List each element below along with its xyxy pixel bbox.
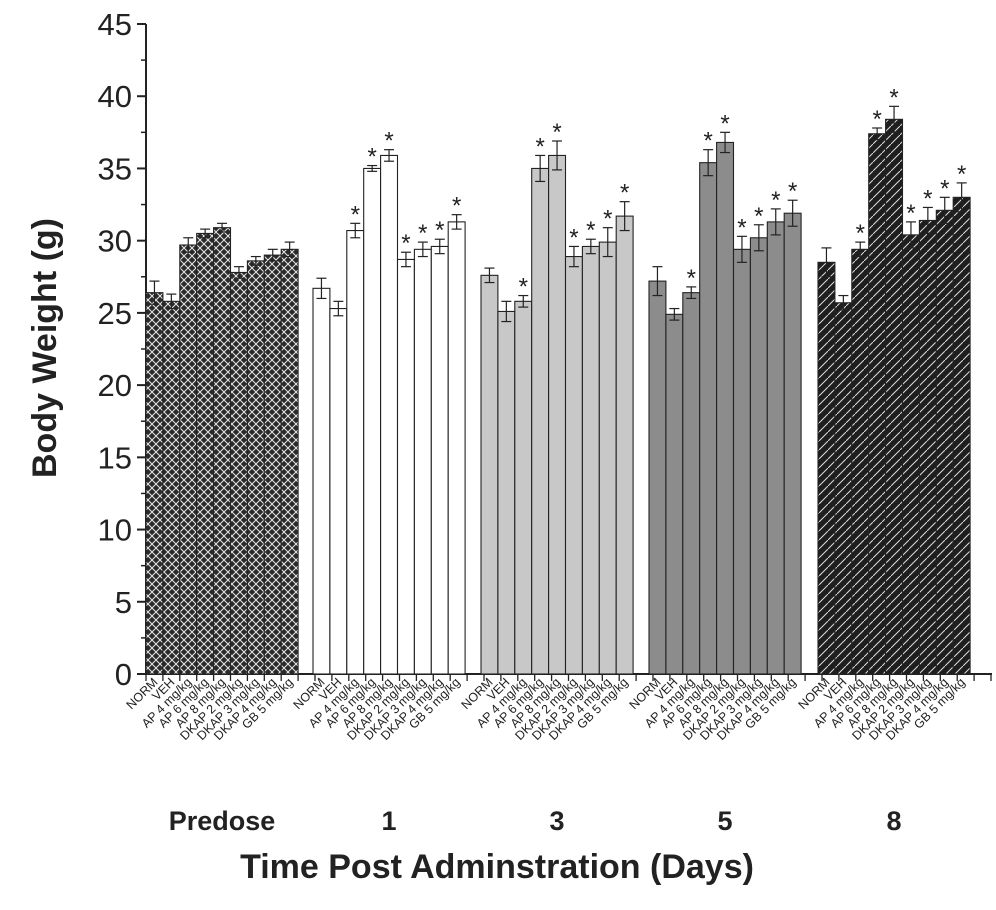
bar bbox=[598, 241, 617, 675]
significance-marker: * bbox=[737, 214, 746, 241]
bar bbox=[497, 310, 516, 675]
significance-marker: * bbox=[569, 224, 578, 251]
significance-marker: * bbox=[957, 161, 966, 188]
significance-marker: * bbox=[788, 178, 797, 205]
significance-marker: * bbox=[418, 220, 427, 247]
bar bbox=[346, 230, 365, 675]
significance-marker: * bbox=[620, 180, 629, 207]
significance-marker: * bbox=[401, 230, 410, 257]
bar bbox=[548, 154, 567, 675]
bar bbox=[413, 248, 432, 675]
bar bbox=[682, 292, 701, 675]
significance-marker: * bbox=[771, 187, 780, 214]
bar bbox=[581, 245, 600, 675]
significance-marker: * bbox=[906, 200, 915, 227]
significance-marker: * bbox=[687, 265, 696, 292]
y-tick-label: 15 bbox=[98, 440, 132, 475]
bar bbox=[480, 274, 499, 675]
significance-marker: * bbox=[367, 144, 376, 171]
bar bbox=[363, 167, 382, 675]
y-tick-label: 40 bbox=[98, 79, 132, 114]
bar bbox=[263, 254, 282, 675]
bar bbox=[885, 118, 904, 675]
y-tick-label: 0 bbox=[115, 657, 132, 692]
y-tick-label: 20 bbox=[98, 368, 132, 403]
significance-marker: * bbox=[703, 128, 712, 155]
group-label: 1 bbox=[382, 806, 397, 836]
bar bbox=[817, 261, 836, 675]
significance-marker: * bbox=[351, 201, 360, 228]
y-tick-label: 35 bbox=[98, 151, 132, 186]
group-label: 3 bbox=[550, 806, 565, 836]
significance-marker: * bbox=[720, 110, 729, 137]
significance-marker: * bbox=[872, 106, 881, 133]
group-label: Predose bbox=[169, 806, 276, 836]
significance-marker: * bbox=[889, 84, 898, 111]
bar bbox=[749, 237, 768, 675]
bar bbox=[280, 248, 299, 675]
bar bbox=[918, 219, 937, 675]
bar bbox=[380, 154, 399, 675]
bar bbox=[447, 221, 466, 675]
y-tick-label: 25 bbox=[98, 296, 132, 331]
bar bbox=[564, 256, 583, 675]
bar bbox=[246, 260, 265, 675]
bar bbox=[834, 302, 853, 675]
significance-marker: * bbox=[856, 220, 865, 247]
bar bbox=[615, 215, 634, 675]
significance-marker: * bbox=[586, 217, 595, 244]
bar bbox=[648, 280, 667, 675]
bar bbox=[229, 271, 248, 675]
bar bbox=[196, 232, 215, 675]
x-axis-title: Time Post Adminstration (Days) bbox=[240, 848, 754, 886]
y-tick-label: 30 bbox=[98, 224, 132, 259]
bar bbox=[783, 212, 802, 675]
bar bbox=[329, 308, 348, 675]
significance-marker: * bbox=[940, 175, 949, 202]
bar bbox=[531, 167, 550, 675]
bar bbox=[312, 287, 331, 675]
bar bbox=[766, 221, 785, 675]
bar bbox=[952, 196, 971, 675]
y-tick-label: 45 bbox=[98, 7, 132, 42]
significance-marker: * bbox=[535, 133, 544, 160]
bar bbox=[935, 209, 954, 675]
bars-layer bbox=[145, 105, 971, 675]
bar bbox=[732, 248, 751, 675]
group-label: 8 bbox=[887, 806, 902, 836]
bar bbox=[716, 141, 735, 675]
y-axis: 0 5 10 15 20 25 30 35 40 45 bbox=[98, 7, 147, 692]
significance-marker: * bbox=[435, 217, 444, 244]
significance-marker: * bbox=[552, 119, 561, 146]
significance-marker: * bbox=[384, 128, 393, 155]
bar bbox=[430, 245, 449, 675]
bar bbox=[145, 292, 164, 675]
significance-marker: * bbox=[603, 206, 612, 233]
bar bbox=[179, 244, 198, 675]
bar bbox=[699, 162, 718, 675]
bar bbox=[396, 258, 415, 675]
bar bbox=[514, 300, 533, 675]
y-tick-label: 10 bbox=[98, 513, 132, 548]
y-axis-title: Body Weight (g) bbox=[26, 218, 64, 478]
y-tick-label: 5 bbox=[115, 585, 132, 620]
group-label: 5 bbox=[718, 806, 733, 836]
significance-marker: * bbox=[754, 203, 763, 230]
bar bbox=[851, 248, 870, 675]
bar bbox=[868, 133, 887, 675]
bar bbox=[213, 227, 232, 675]
significance-marker: * bbox=[452, 193, 461, 220]
significance-marker: * bbox=[519, 274, 528, 301]
significance-marker: * bbox=[923, 185, 932, 212]
bar bbox=[162, 300, 181, 675]
bar bbox=[665, 313, 684, 675]
bar bbox=[901, 234, 920, 675]
